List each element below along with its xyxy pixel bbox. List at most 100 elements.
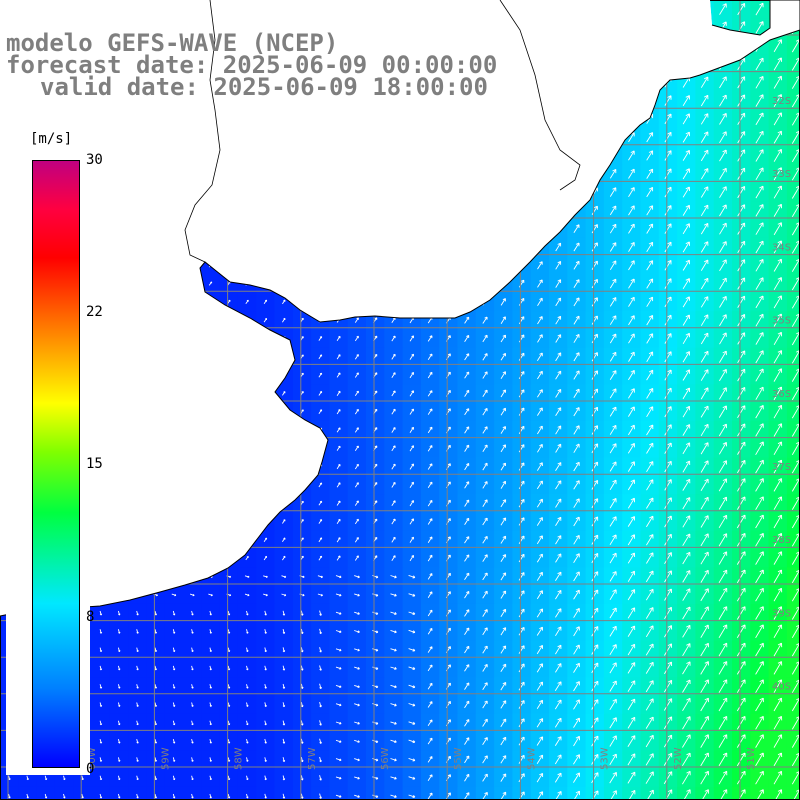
wind-cell	[786, 146, 800, 166]
wind-arrow	[737, 149, 746, 162]
lon-label: 51W	[746, 747, 757, 770]
wind-cell	[786, 475, 800, 495]
wind-cell	[713, 786, 733, 800]
colorbar-tick-0: 0	[86, 761, 95, 777]
wind-arrow	[773, 75, 782, 89]
wind-cell	[786, 274, 800, 294]
wind-arrow	[737, 94, 746, 107]
wind-cell	[658, 786, 678, 800]
wind-arrow	[773, 57, 782, 71]
wind-cell	[786, 512, 800, 532]
colorbar	[32, 160, 80, 768]
wind-cell	[786, 292, 800, 312]
lat-label: 38S	[772, 535, 791, 546]
wind-cell	[786, 732, 800, 751]
wind-cell	[347, 786, 367, 800]
wind-arrow	[664, 150, 672, 161]
wind-cell	[622, 786, 642, 800]
wind-cell	[786, 420, 800, 440]
wind-cell	[311, 786, 330, 800]
wind-arrow	[719, 76, 727, 89]
wind-cell	[786, 329, 800, 349]
wind-cell	[256, 786, 276, 800]
wind-cell	[384, 786, 404, 800]
wind-cell	[549, 786, 568, 800]
wind-cell	[0, 786, 19, 800]
lat-label: 39S	[772, 608, 791, 619]
wind-arrow	[719, 3, 727, 15]
lat-label: 34S	[772, 242, 791, 253]
wind-arrow	[737, 57, 746, 71]
wind-cell	[366, 786, 385, 800]
wind-arrow	[755, 2, 764, 16]
wind-arrow	[628, 150, 635, 161]
colorbar-unit: [m/s]	[30, 131, 73, 147]
wind-arrow	[773, 94, 782, 108]
wind-arrow	[755, 57, 764, 71]
wind-arrow	[664, 113, 672, 125]
wind-arrow	[755, 130, 764, 144]
wind-cell	[786, 567, 800, 587]
wind-arrow	[773, 39, 782, 53]
wind-cell	[640, 786, 660, 800]
wind-cell	[732, 786, 751, 800]
wind-arrow	[682, 113, 690, 125]
wind-cell	[786, 695, 800, 715]
wind-cell	[91, 786, 111, 800]
lat-label: 37S	[772, 462, 791, 473]
wind-cell	[164, 786, 184, 800]
lon-label: 55W	[453, 747, 464, 770]
wind-cell	[219, 786, 239, 800]
wind-cell	[786, 622, 800, 642]
wind-arrow	[737, 112, 746, 125]
wind-arrow	[719, 112, 727, 125]
wind-cell	[36, 786, 56, 800]
wind-cell	[786, 786, 800, 800]
lat-label: 40S	[772, 682, 791, 693]
wind-cell	[786, 347, 800, 367]
lon-label: 56W	[380, 747, 391, 770]
wind-arrow	[755, 75, 764, 89]
wind-arrow	[719, 131, 727, 144]
wind-arrow	[719, 149, 727, 162]
wind-cell	[786, 640, 800, 660]
wind-cell	[786, 494, 800, 513]
lon-label: 53W	[600, 747, 611, 770]
wind-arrow	[646, 150, 654, 161]
wind-cell	[786, 54, 800, 74]
lon-label: 54W	[526, 747, 537, 770]
wind-arrow	[755, 112, 764, 126]
wind-arrow	[700, 149, 709, 162]
wind-cell	[695, 786, 715, 800]
wind-arrow	[773, 112, 782, 126]
wind-arrow	[700, 113, 709, 125]
wind-cell	[786, 36, 800, 56]
lon-label: 52W	[673, 747, 684, 770]
wind-cell	[786, 109, 800, 129]
lat-label: 35S	[772, 316, 791, 327]
wind-cell	[768, 786, 788, 800]
wind-cell	[73, 786, 93, 800]
wind-arrow	[755, 149, 764, 162]
wind-arrow	[700, 131, 709, 143]
wind-arrow	[773, 130, 782, 144]
wind-arrow	[737, 76, 746, 89]
wind-cell	[567, 786, 587, 800]
wind-cell	[750, 786, 770, 800]
wind-cell	[786, 402, 800, 422]
wind-cell	[786, 219, 800, 239]
colorbar-tick-30: 30	[86, 152, 103, 168]
wind-arrow	[646, 132, 654, 143]
wind-cell	[677, 786, 696, 800]
lon-label: 57W	[307, 747, 318, 770]
wind-cell	[786, 750, 800, 770]
wind-arrow	[755, 94, 764, 107]
wind-cell	[201, 786, 221, 800]
wind-cell	[786, 549, 800, 568]
wind-cell	[786, 366, 800, 385]
wind-arrow	[737, 2, 746, 16]
wind-arrow	[755, 21, 764, 34]
wind-cell	[530, 786, 550, 800]
